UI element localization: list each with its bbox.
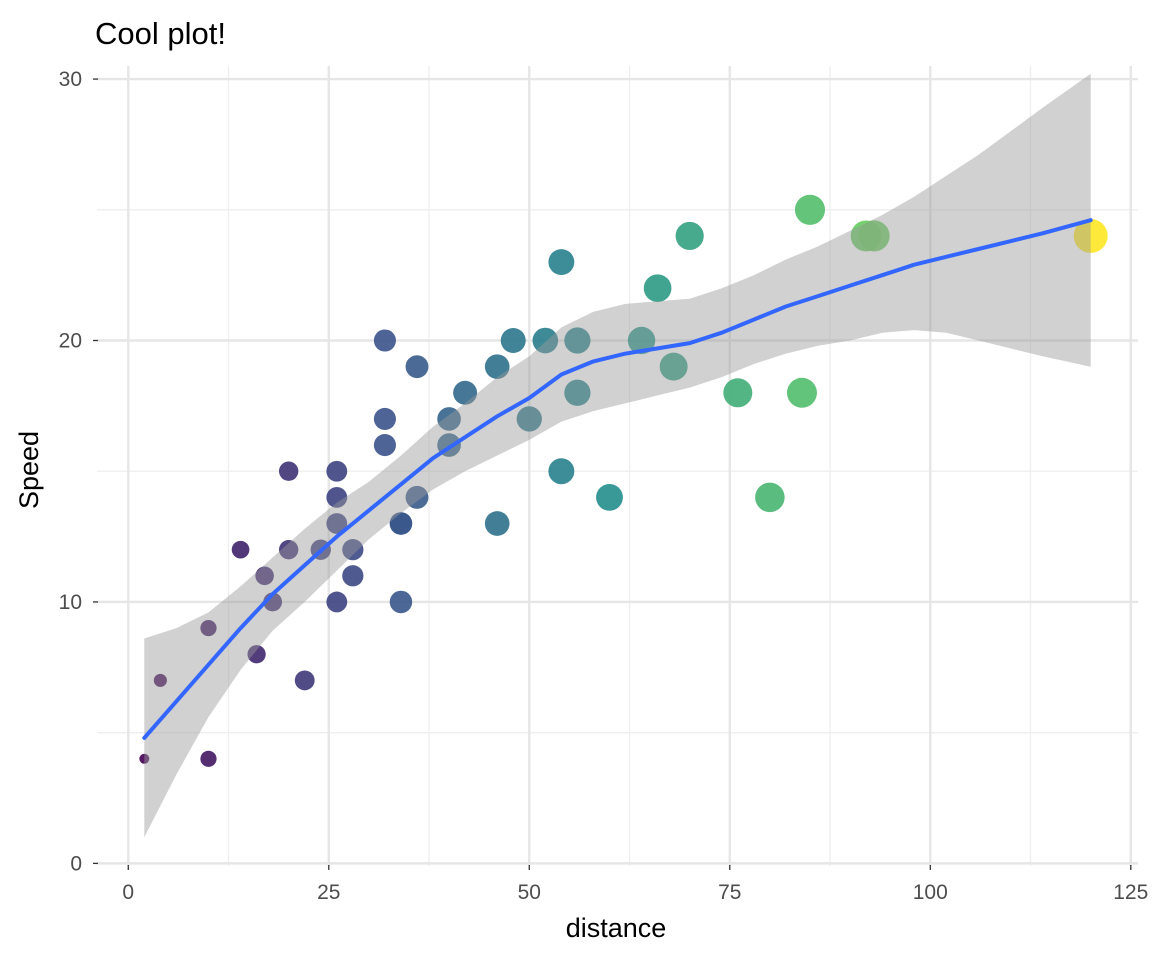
data-point	[278, 539, 299, 560]
x-tick-label: 25	[317, 881, 340, 904]
data-point	[405, 355, 429, 379]
y-axis-label: Speed	[14, 431, 44, 509]
data-point	[643, 274, 672, 303]
data-point	[532, 327, 559, 354]
data-point	[405, 485, 429, 509]
data-point	[342, 539, 364, 561]
data-point	[484, 354, 510, 379]
data-point	[548, 249, 575, 276]
data-point	[564, 379, 591, 406]
data-point	[200, 750, 217, 767]
data-point	[200, 619, 217, 637]
y-tick-label: 10	[59, 591, 82, 614]
data-point	[231, 540, 250, 559]
y-tick-label: 30	[59, 68, 82, 91]
data-point	[786, 377, 817, 408]
data-point	[294, 670, 315, 691]
smooth-line	[142, 218, 1093, 740]
data-point	[153, 673, 167, 687]
x-tick-label: 75	[718, 881, 741, 904]
data-point	[596, 483, 623, 511]
data-point	[342, 565, 364, 587]
x-axis-label: distance	[566, 913, 667, 943]
axis-ticks	[93, 78, 1132, 870]
data-point	[794, 194, 826, 225]
data-point	[326, 460, 348, 482]
data-point	[255, 566, 274, 586]
data-point	[389, 590, 413, 614]
data-point	[723, 378, 753, 408]
data-point	[247, 645, 266, 664]
y-tick-label: 20	[59, 330, 82, 353]
minor-gridlines	[97, 66, 1138, 866]
data-point	[373, 329, 396, 352]
x-axis-tick-labels: 0 25 50 75 100 125	[122, 881, 1148, 904]
x-tick-label: 125	[1113, 881, 1148, 904]
y-axis-tick-labels: 0 10 20 30	[59, 68, 82, 875]
x-tick-label: 50	[518, 881, 541, 904]
data-point	[564, 327, 591, 354]
data-point	[326, 513, 348, 534]
data-points	[139, 194, 1108, 767]
chart-title: Cool plot!	[95, 16, 226, 51]
data-point	[1073, 218, 1108, 253]
data-point	[516, 406, 542, 432]
major-gridlines	[97, 66, 1138, 866]
data-point	[326, 591, 348, 613]
data-point	[755, 482, 785, 513]
x-tick-label: 0	[122, 881, 134, 904]
data-point	[278, 461, 299, 481]
data-point	[484, 511, 510, 536]
confidence-band	[144, 73, 1091, 838]
data-point	[437, 407, 461, 431]
data-point	[326, 486, 348, 508]
data-point	[858, 220, 890, 252]
data-point	[139, 753, 150, 764]
x-tick-label: 100	[913, 881, 948, 904]
data-point	[675, 221, 704, 251]
y-tick-label: 0	[70, 852, 82, 875]
data-point	[500, 328, 526, 353]
data-point	[373, 434, 396, 457]
data-point	[373, 407, 396, 430]
data-point	[548, 458, 575, 485]
data-point	[659, 352, 688, 381]
data-point	[453, 380, 478, 405]
data-point	[389, 512, 413, 535]
data-point	[627, 326, 656, 355]
